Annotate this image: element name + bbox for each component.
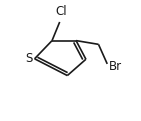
Text: Br: Br <box>109 60 122 73</box>
Text: S: S <box>25 52 32 65</box>
Text: Cl: Cl <box>55 5 67 18</box>
